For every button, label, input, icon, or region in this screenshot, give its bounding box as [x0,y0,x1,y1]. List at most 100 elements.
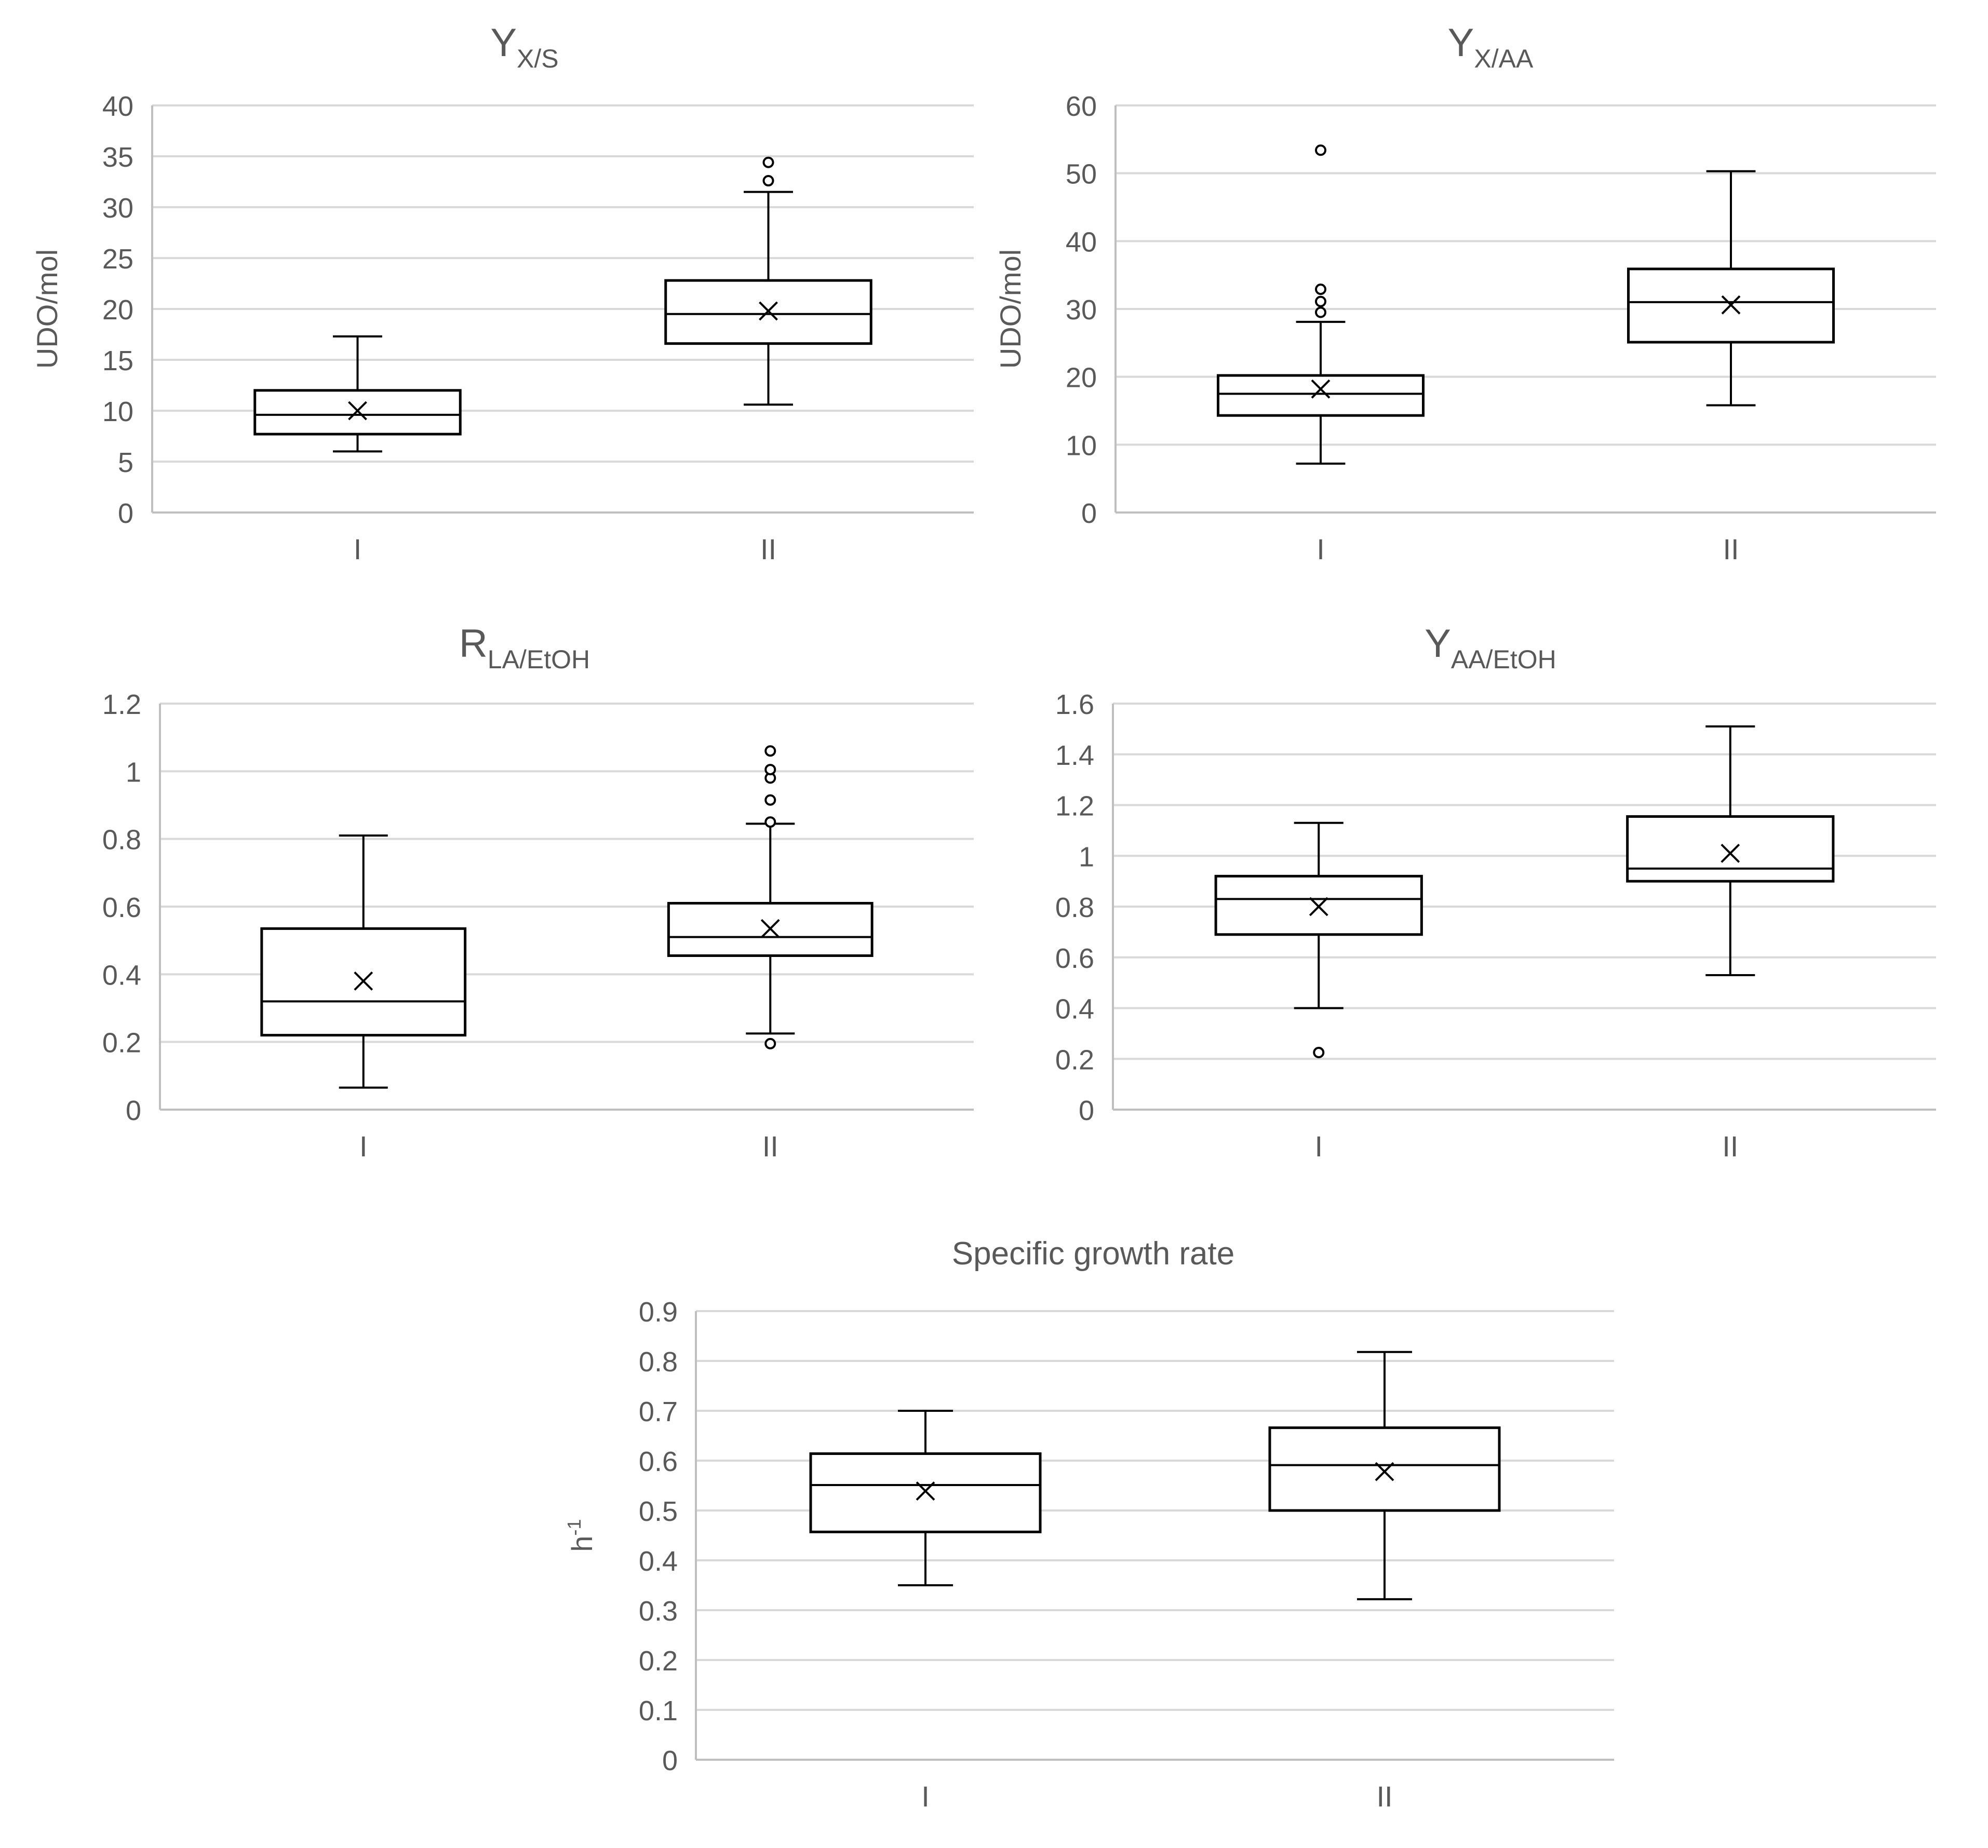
y-tick-label: 0.2 [102,1028,141,1059]
outlier-point [762,156,774,168]
mean-marker [1311,379,1331,399]
y-tick-label: 50 [1066,159,1097,190]
y-tick-label: 10 [1066,430,1097,461]
mean-marker [1309,897,1328,916]
x-category-label: I [921,1780,930,1813]
y-tick-label: 30 [1066,294,1097,326]
y-tick-label: 1.2 [102,689,141,720]
box-II: II [667,745,874,1163]
y-axis-label: UDO/mol [994,249,1027,369]
y-tick-label: 0.6 [639,1446,678,1477]
x-category-label: II [1722,1130,1738,1163]
chart-title-main: Y [1425,622,1451,666]
y-tick-label: 0 [662,1745,678,1776]
x-category-label: II [762,1130,778,1163]
mean-marker [1375,1462,1394,1481]
y-tick-label: 0.4 [1055,994,1094,1025]
y-tick-label: 40 [102,91,133,122]
y-tick-label: 0.4 [639,1546,678,1577]
y-tick-label: 0.4 [102,960,141,991]
outlier-point [764,764,776,776]
outlier-point [1315,284,1326,295]
outlier-point [764,794,776,806]
outlier-point [1315,306,1326,318]
mean-marker [1721,843,1740,863]
x-category-label: I [1317,533,1325,565]
y-tick-label: 0 [1081,498,1097,529]
y-tick-label: 10 [102,396,133,427]
y-tick-label: 25 [102,244,133,275]
chart-title: YAA/EtOH [1425,622,1556,674]
outlier-point [1315,144,1326,156]
y-tick-label: 60 [1066,91,1097,122]
mean-marker [760,919,780,938]
y-tick-label: 1 [126,757,141,788]
box-I: I [1214,821,1423,1163]
y-tick-label: 0.9 [639,1297,678,1328]
box-II: II [1627,170,1835,565]
x-category-label: II [760,533,776,565]
y-tick-label: 1 [1079,841,1094,872]
x-category-label: II [1723,533,1739,565]
y-axis-label-superscript: -1 [563,1519,585,1535]
y-tick-label: 0.7 [639,1396,678,1427]
outlier-point [764,745,776,757]
box-II: II [1626,725,1835,1163]
mean-marker [354,971,373,991]
x-category-label: I [1314,1130,1323,1163]
y-axis-label-text: UDO/mol [994,249,1027,369]
x-category-label: II [1376,1780,1392,1813]
y-tick-label: 15 [102,345,133,376]
y-tick-label: 20 [102,294,133,326]
y-tick-label: 0.6 [102,892,141,923]
x-category-label: I [354,533,362,565]
y-tick-label: 1.6 [1055,689,1094,720]
outlier-point [1313,1047,1325,1059]
y-tick-label: 0 [126,1095,141,1126]
y-tick-label: 0.3 [639,1596,678,1627]
y-tick-label: 1.2 [1055,791,1094,822]
y-tick-label: 0.8 [102,825,141,856]
box-II: II [1268,1351,1501,1813]
chart-title-main: Specific growth rate [952,1236,1234,1272]
y-tick-label: 1.4 [1055,740,1094,771]
chart-title-subscript: X/AA [1474,44,1534,73]
outlier-point [762,175,774,187]
chart-title-subscript: LA/EtOH [488,645,590,674]
y-tick-label: 0.2 [639,1645,678,1677]
y-axis-label: UDO/mol [31,249,63,369]
box-iqr [253,389,462,436]
chart-title-main: Y [1448,21,1474,65]
box-iqr [809,1452,1042,1533]
y-tick-label: 0.1 [639,1695,678,1726]
box-iqr [1217,374,1425,417]
box-II: II [664,156,872,565]
chart-title-main: R [459,622,488,666]
y-tick-label: 0.6 [1055,943,1094,974]
y-tick-label: 0.8 [1055,892,1094,923]
mean-marker [916,1481,935,1501]
mean-marker [348,401,367,421]
chart-title-subscript: X/S [517,44,559,73]
box-iqr [664,279,872,345]
y-tick-label: 40 [1066,226,1097,258]
box-I: I [253,335,462,565]
y-axis-label: h-1 [563,1519,598,1552]
box-I: I [260,834,467,1163]
outlier-point [764,1037,776,1049]
y-tick-label: 0 [118,498,133,529]
chart-title: Specific growth rate [952,1236,1234,1272]
chart-title: YX/S [490,21,558,73]
mean-marker [759,301,778,321]
box-I: I [809,1410,1042,1813]
y-tick-label: 20 [1066,362,1097,394]
outlier-point [764,816,776,828]
y-tick-label: 35 [102,142,133,173]
box-I: I [1217,144,1425,565]
y-tick-label: 0.8 [639,1346,678,1378]
box-iqr [1626,815,1835,883]
